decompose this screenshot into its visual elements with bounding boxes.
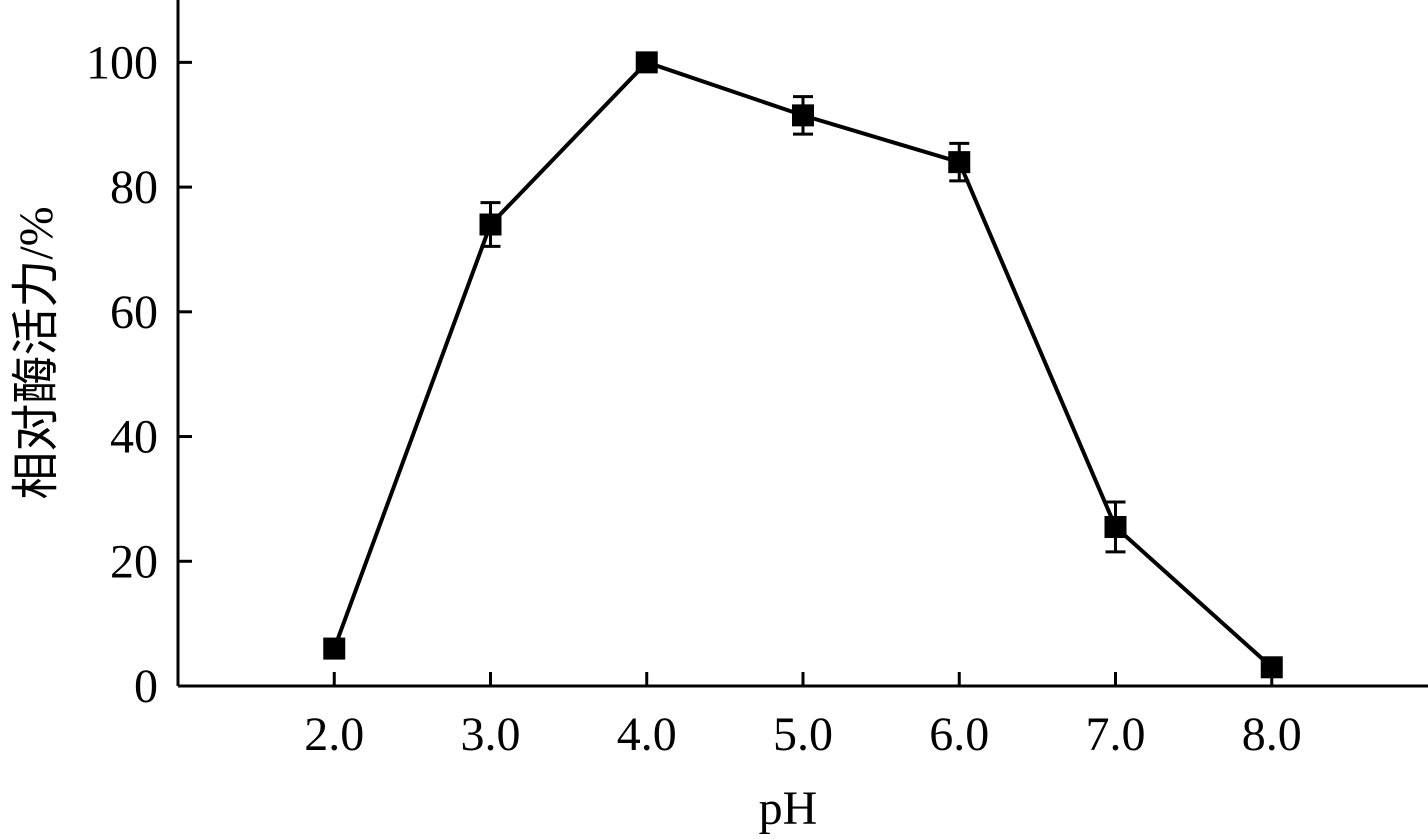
x-tick-label: 5.0 — [773, 708, 833, 761]
x-tick-label: 3.0 — [461, 708, 521, 761]
y-tick-label: 80 — [110, 161, 158, 214]
series-layer — [323, 51, 1283, 679]
y-axis-label: 相对酶活力/% — [10, 206, 63, 499]
y-tick-label: 100 — [86, 36, 158, 89]
y-tick-label: 40 — [110, 411, 158, 464]
x-tick-label: 6.0 — [929, 708, 989, 761]
data-point-marker — [479, 213, 502, 236]
y-tick-label: 60 — [110, 286, 158, 339]
axes-layer: 0 20 40 60 80 100 2.0 3.0 4.0 5.0 6.0 7.0 8.0 — [86, 0, 1428, 761]
y-tick-label: 20 — [110, 535, 158, 588]
x-tick-label: 7.0 — [1086, 708, 1146, 761]
x-axis-label: pH — [759, 782, 818, 834]
labels-layer: pH 相对酶活力/% — [10, 206, 818, 835]
x-tick-label: 4.0 — [617, 708, 677, 761]
data-point-marker — [1104, 515, 1127, 538]
data-point-marker — [948, 151, 971, 174]
y-tick-label: 0 — [134, 660, 158, 713]
data-point-marker — [792, 104, 814, 127]
data-point-marker — [1260, 656, 1283, 679]
series-line — [332, 60, 1274, 669]
x-tick-label: 2.0 — [304, 708, 364, 761]
x-tick-label: 8.0 — [1242, 708, 1302, 761]
data-point-marker — [635, 51, 658, 74]
data-point-marker — [323, 637, 346, 660]
